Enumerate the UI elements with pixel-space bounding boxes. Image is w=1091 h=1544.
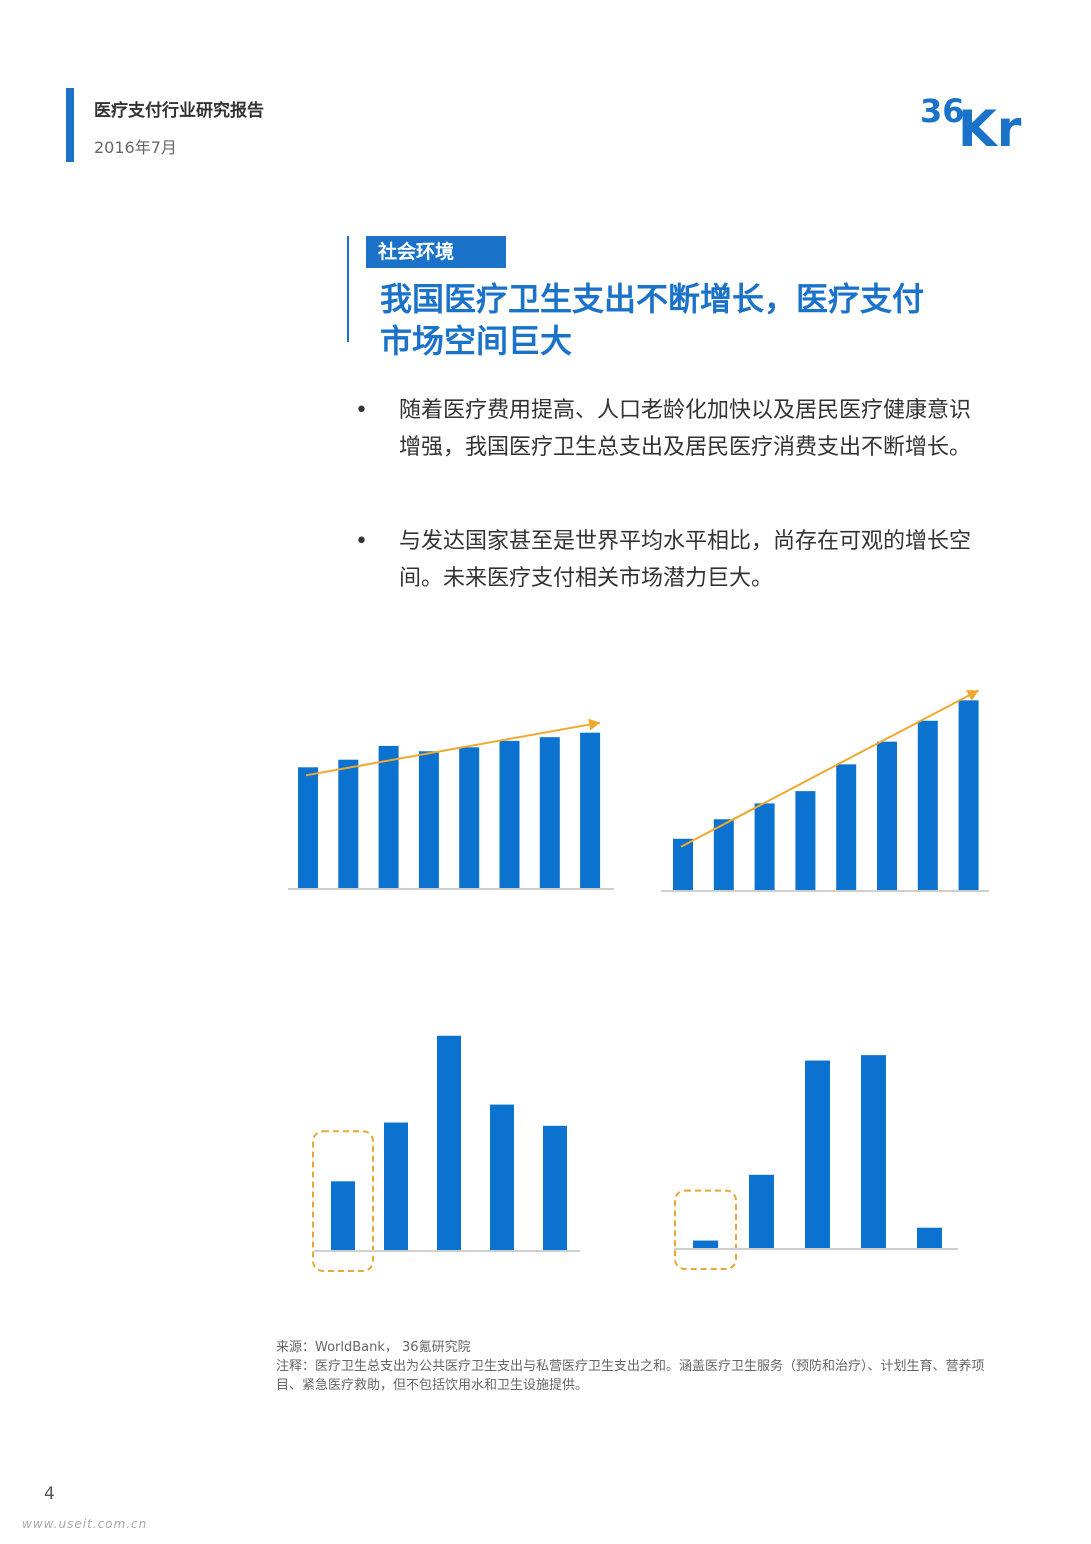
trend-line [305,721,601,777]
trend-arrowhead [966,690,979,701]
annotation-note: 注释：医疗卫生总支出为公共医疗卫生支出与私营医疗卫生支出之和。涵盖医疗卫生服务（… [276,1359,985,1393]
bar [673,838,693,891]
watermark: www.useit.com.cn [22,1517,148,1531]
36kr-logo: 36 Kr [920,92,1022,150]
bar [459,747,480,889]
report-title: 医疗支付行业研究报告 [94,101,264,121]
bullet-item: • 与发达国家甚至是世界平均水平相比，尚存在可观的增长空间。未来医疗支付相关市场… [355,523,985,598]
report-date: 2016年7月 [94,138,177,157]
trend-line [680,689,980,848]
section-tag: 社会环境 [366,236,506,268]
bar [877,741,897,891]
trend-arrowhead [588,718,601,731]
bar [917,720,938,891]
bullet-item: • 随着医疗费用提高、人口老龄化加快以及居民医疗健康意识增强，我国医疗卫生总支出… [355,392,985,504]
bar [754,803,775,891]
bar [693,1240,718,1249]
page-number: 4 [44,1484,55,1504]
chart-countries-per-capita [674,1055,958,1271]
bar [490,1104,514,1251]
bullet-text: 随着医疗费用提高、人口老龄化加快以及居民医疗健康意识增强，我国医疗卫生总支出及居… [399,398,972,460]
bar [917,1227,942,1249]
bullet-dot: • [355,529,368,554]
section-divider [347,236,349,342]
bar [298,767,318,889]
bar [836,764,857,891]
bar [749,1174,774,1249]
bar [331,1181,355,1251]
bar [543,1125,567,1251]
bar [580,732,601,889]
bar [805,1060,830,1249]
footer-notes: 来源：WorldBank， 36氪研究院 注释：医疗卫生总支出为公共医疗卫生支出… [276,1338,996,1395]
bar [338,759,359,889]
source-note: 来源：WorldBank， 36氪研究院 [276,1340,471,1355]
highlight-box [312,1130,374,1272]
bar [795,791,816,891]
chart-china-per-capita [661,689,989,892]
chart-countries-health-gdp [312,1035,580,1272]
bar [378,745,399,889]
section-title-line1: 我国医疗卫生支出不断增长，医疗支付 [380,280,925,318]
header-accent-bar [66,88,74,162]
bar [437,1035,461,1251]
logo-text-36: 36 [920,92,965,130]
bar [418,751,439,889]
bullet-text: 与发达国家甚至是世界平均水平相比，尚存在可观的增长空间。未来医疗支付相关市场潜力… [399,529,972,591]
bar [539,737,560,889]
chart-china-health-gdp [288,718,614,890]
bar [861,1055,886,1249]
bar [499,740,520,889]
bar [958,700,979,891]
section-title-line2: 市场空间巨大 [380,322,573,360]
highlight-box [674,1189,737,1271]
bar [713,819,734,891]
section-title: 我国医疗卫生支出不断增长，医疗支付 市场空间巨大 [380,278,1020,362]
bar [384,1122,408,1251]
bullet-dot: • [355,398,368,423]
logo-text-kr: Kr [958,100,1022,150]
